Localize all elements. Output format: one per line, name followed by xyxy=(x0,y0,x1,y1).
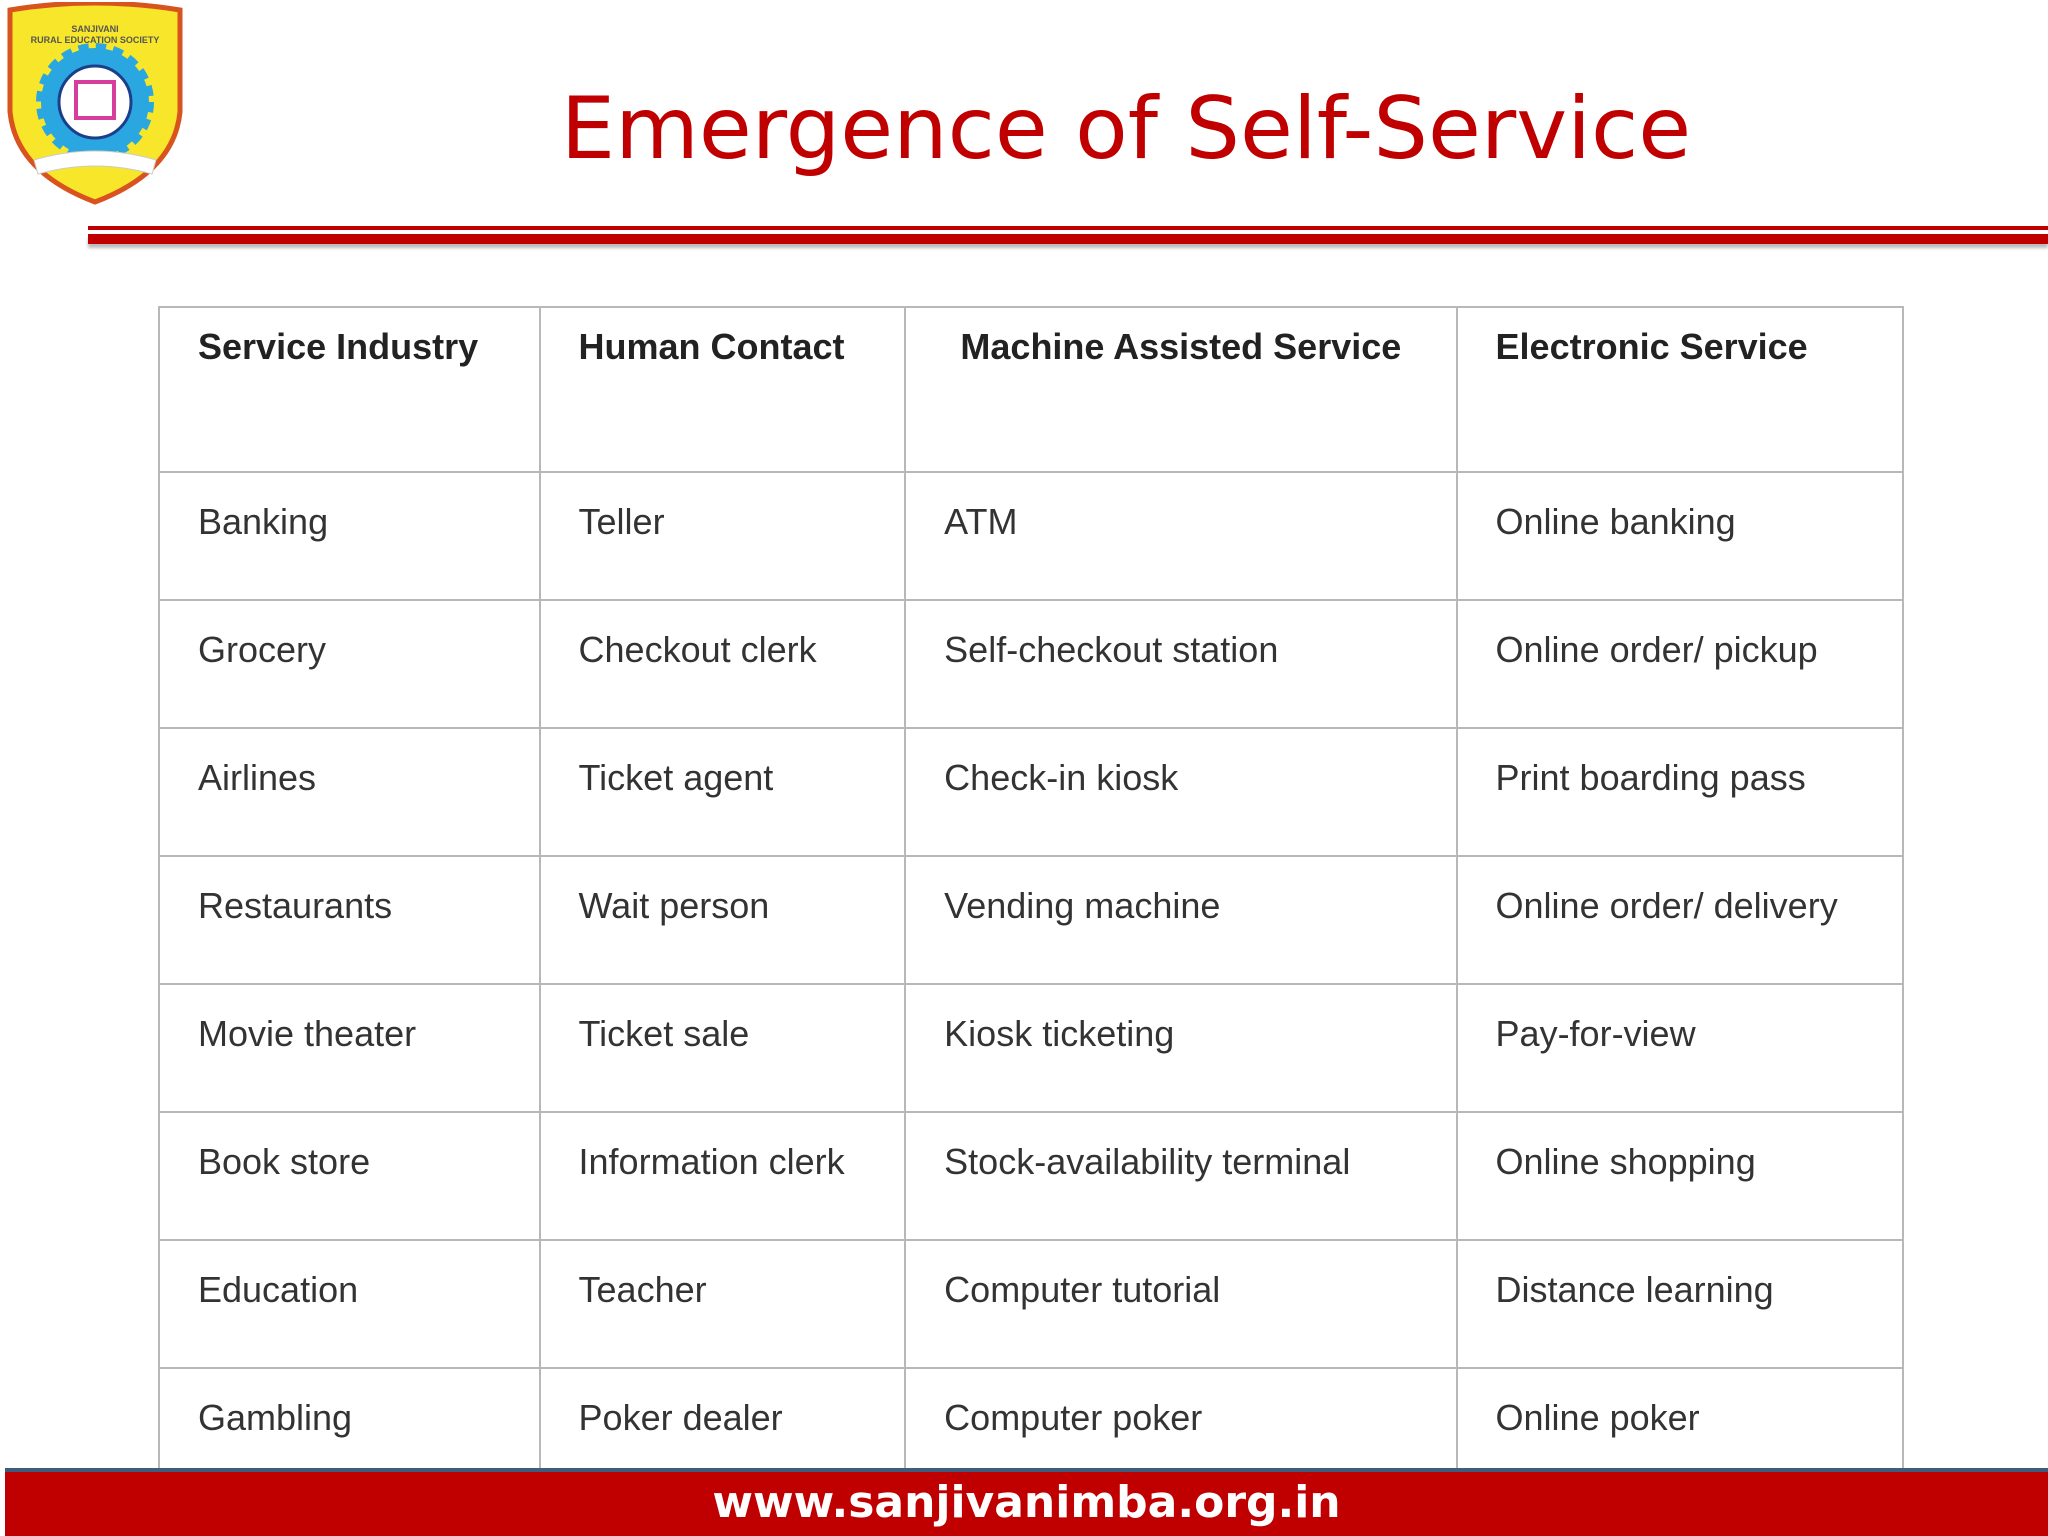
table-cell: Airlines xyxy=(158,727,541,857)
column-header: Human Contact xyxy=(538,306,907,473)
table-row: Airlines Ticket agent Check-in kiosk Print … xyxy=(158,727,1905,857)
table-row: Banking Teller ATM Online banking xyxy=(158,471,1905,601)
self-service-table: Service Industry Human Contact Machine A… xyxy=(158,306,1905,1497)
footer-website: www.sanjivanimba.org.in xyxy=(5,1468,2048,1536)
svg-text:SANJIVANI: SANJIVANI xyxy=(71,24,118,34)
table-cell: Restaurants xyxy=(158,855,541,985)
column-header: Service Industry xyxy=(158,306,541,473)
table-cell: Book store xyxy=(158,1111,541,1241)
table-cell: Checkout clerk xyxy=(538,599,907,729)
table-cell: Stock-availability terminal xyxy=(904,1111,1458,1241)
svg-text:RURAL EDUCATION SOCIETY: RURAL EDUCATION SOCIETY xyxy=(31,35,160,45)
table-cell: Teller xyxy=(538,471,907,601)
table-cell: Online order/ pickup xyxy=(1455,599,1905,729)
table-cell: Grocery xyxy=(158,599,541,729)
table-cell: Print boarding pass xyxy=(1455,727,1905,857)
table-cell: Education xyxy=(158,1239,541,1369)
table-cell: Wait person xyxy=(538,855,907,985)
table-cell: Self-checkout station xyxy=(904,599,1458,729)
table-cell: Banking xyxy=(158,471,541,601)
table-cell: Online banking xyxy=(1455,471,1905,601)
table-cell: Teacher xyxy=(538,1239,907,1369)
column-header: Electronic Service xyxy=(1455,306,1905,473)
table-cell: Pay-for-view xyxy=(1455,983,1905,1113)
table-row: Restaurants Wait person Vending machine Onl… xyxy=(158,855,1905,985)
page-title: Emergence of Self-Service xyxy=(560,79,1692,179)
table-cell: Online order/ delivery xyxy=(1455,855,1905,985)
table-row: Book store Information clerk Stock-availab… xyxy=(158,1111,1905,1241)
table-header-row: Service Industry Human Contact Machine A… xyxy=(158,306,1905,473)
table-cell: Movie theater xyxy=(158,983,541,1113)
column-header: Machine Assisted Service xyxy=(904,306,1458,473)
table-cell: Kiosk ticketing xyxy=(904,983,1458,1113)
table-row: Movie theater Ticket sale Kiosk ticketing P… xyxy=(158,983,1905,1113)
table-cell: Ticket agent xyxy=(538,727,907,857)
table-cell: Distance learning xyxy=(1455,1239,1905,1369)
title-divider xyxy=(88,226,2048,230)
table-cell: Online shopping xyxy=(1455,1111,1905,1241)
sanjivani-logo: SANJIVANI RURAL EDUCATION SOCIETY xyxy=(7,2,183,205)
table-row: Education Teacher Computer tutorial Distanc… xyxy=(158,1239,1905,1369)
table-cell: Vending machine xyxy=(904,855,1458,985)
table-cell: Information clerk xyxy=(538,1111,907,1241)
table-row: Grocery Checkout clerk Self-checkout stati… xyxy=(158,599,1905,729)
title-divider-thick xyxy=(88,234,2048,244)
table-cell: Check-in kiosk xyxy=(904,727,1458,857)
table-cell: Ticket sale xyxy=(538,983,907,1113)
table-cell: Computer tutorial xyxy=(904,1239,1458,1369)
table-cell: ATM xyxy=(904,471,1458,601)
